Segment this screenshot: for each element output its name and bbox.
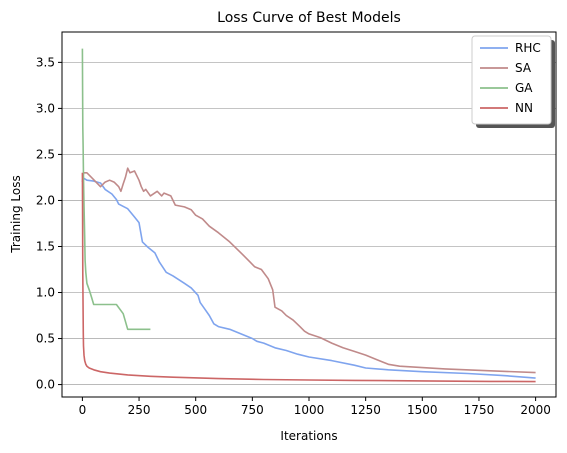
- x-tick-label: 1500: [407, 403, 438, 417]
- x-tick-label: 1250: [350, 403, 381, 417]
- y-tick-label: 0.5: [36, 332, 55, 346]
- legend-label-sa: SA: [515, 61, 532, 75]
- x-tick-label: 1750: [464, 403, 495, 417]
- legend-label-ga: GA: [515, 81, 533, 95]
- y-tick-label: 2.0: [36, 193, 55, 207]
- y-tick-label: 1.5: [36, 239, 55, 253]
- y-tick-label: 0.0: [36, 378, 55, 392]
- y-tick-label: 3.0: [36, 101, 55, 115]
- x-tick-label: 250: [128, 403, 151, 417]
- legend-label-nn: NN: [515, 101, 533, 115]
- chart-title: Loss Curve of Best Models: [217, 10, 401, 26]
- legend: RHC SA GA NN: [472, 36, 555, 128]
- y-tick-label: 2.5: [36, 147, 55, 161]
- x-tick-label: 750: [241, 403, 264, 417]
- y-axis-label: Training Loss: [9, 175, 23, 253]
- x-tick-label: 500: [184, 403, 207, 417]
- x-tick-label: 1000: [294, 403, 325, 417]
- y-tick-label: 3.5: [36, 55, 55, 69]
- x-tick-label: 2000: [520, 403, 551, 417]
- x-axis-label: Iterations: [280, 429, 337, 443]
- x-tick-label: 0: [79, 403, 87, 417]
- y-tick-label: 1.0: [36, 286, 55, 300]
- legend-label-rhc: RHC: [515, 41, 541, 55]
